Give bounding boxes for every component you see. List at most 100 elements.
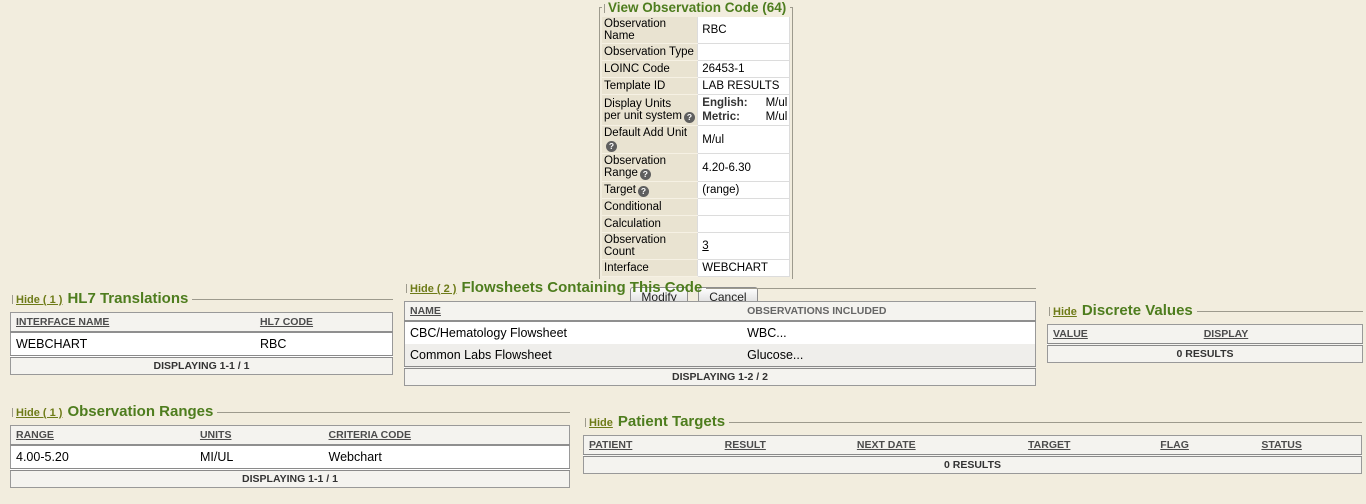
cell-interface-name: WEBCHART	[10, 332, 255, 357]
cell-hl7-code: RBC	[254, 332, 393, 357]
column-header-units[interactable]: UNITS	[194, 425, 324, 446]
flowsheets-fieldset: Hide ( 2 ) Flowsheets Containing This Cod…	[404, 280, 1036, 386]
field-label: Display Units per unit system?	[602, 94, 698, 126]
patient-targets-fieldset: Hide Patient Targets PATIENT RESULT NEXT …	[583, 414, 1362, 474]
field-label: Template ID	[602, 77, 698, 95]
hide-toggle-link[interactable]: Hide	[1053, 306, 1077, 318]
table-row: Default Add Unit? M/ul	[602, 125, 791, 154]
table-row: Observation Count 3	[602, 232, 791, 260]
field-label-text: Default Add Unit	[604, 127, 688, 139]
hide-toggle-link[interactable]: Hide ( 1 )	[16, 407, 63, 419]
column-header-status[interactable]: STATUS	[1256, 435, 1362, 457]
column-header-value[interactable]: VALUE	[1047, 324, 1199, 346]
results-summary: 0 RESULTS	[583, 454, 1362, 474]
flowsheets-table: NAME OBSERVATIONS INCLUDED CBC/Hematolog…	[404, 301, 1036, 386]
panel-title: HL7 Translations	[67, 290, 189, 307]
field-value	[697, 43, 791, 61]
column-header-criteria-code[interactable]: CRITERIA CODE	[323, 425, 570, 446]
table-row: Common Labs Flowsheet Glucose...	[404, 344, 1036, 368]
hl7-legend: Hide ( 1 ) HL7 Translations	[10, 291, 192, 308]
field-value	[697, 215, 791, 233]
table-row: 4.00-5.20 MI/UL Webchart	[10, 445, 570, 470]
hide-toggle-link[interactable]: Hide ( 1 )	[16, 294, 63, 306]
observation-ranges-legend: Hide ( 1 ) Observation Ranges	[10, 404, 217, 421]
observation-detail-table: Observation Name RBC Observation Type LO…	[602, 17, 791, 277]
field-value: 3	[697, 232, 791, 260]
unit-value: M/ul	[765, 97, 788, 109]
field-label-text: Observation Range	[604, 155, 667, 179]
table-row: LOINC Code 26453-1	[602, 60, 791, 78]
observation-detail-panel: View Observation Code (64) Observation N…	[599, 0, 794, 307]
field-label: Observation Count	[602, 232, 698, 260]
footer-row: DISPLAYING 1-2 / 2	[404, 366, 1036, 386]
table-row: Conditional	[602, 198, 791, 216]
cell-criteria-code: Webchart	[323, 445, 570, 470]
fieldset-corner-decoration	[12, 408, 13, 417]
field-label: Default Add Unit?	[602, 125, 698, 154]
hide-toggle-link[interactable]: Hide	[589, 417, 613, 429]
cell-units: MI/UL	[194, 445, 324, 470]
field-value: LAB RESULTS	[697, 77, 791, 95]
field-value: 4.20-6.30	[697, 153, 791, 182]
observation-detail-fieldset: View Observation Code (64) Observation N…	[599, 0, 794, 279]
panel-title: Patient Targets	[617, 413, 726, 430]
field-label: Conditional	[602, 198, 698, 216]
column-header-patient[interactable]: PATIENT	[583, 435, 720, 457]
fieldset-corner-decoration	[585, 418, 586, 427]
help-icon[interactable]: ?	[683, 111, 695, 123]
help-icon[interactable]: ?	[639, 169, 651, 180]
help-icon[interactable]: ?	[606, 141, 617, 152]
panel-flowsheets: Hide ( 2 ) Flowsheets Containing This Cod…	[404, 280, 1036, 386]
hide-toggle-link[interactable]: Hide ( 2 )	[410, 283, 457, 295]
fieldset-corner-decoration	[1049, 307, 1050, 316]
column-header-target[interactable]: TARGET	[1023, 435, 1156, 457]
field-label: Observation Name	[602, 17, 698, 44]
fieldset-corner-decoration	[406, 284, 407, 293]
table-row: Observation Range? 4.20-6.30	[602, 153, 791, 182]
column-header-next-date[interactable]: NEXT DATE	[851, 435, 1024, 457]
hl7-table: INTERFACE NAME HL7 CODE WEBCHART RBC DIS…	[10, 312, 393, 375]
field-label: Observation Range?	[602, 153, 698, 182]
column-header-interface-name[interactable]: INTERFACE NAME	[10, 312, 255, 333]
column-header-observations-included: OBSERVATIONS INCLUDED	[742, 301, 1036, 322]
cell-range: 4.00-5.20	[10, 445, 195, 470]
unit-system-label: Metric:	[702, 111, 740, 123]
header-row: VALUE DISPLAY	[1047, 324, 1363, 346]
field-value: English: M/ul Metric: M/ul	[697, 94, 791, 126]
field-label-line2: per unit system	[604, 109, 682, 122]
unit-line-english: English: M/ul	[702, 96, 787, 110]
observation-count-link[interactable]: 3	[702, 240, 709, 252]
cell-observations: WBC...	[742, 321, 1036, 344]
discrete-values-table: VALUE DISPLAY 0 RESULTS	[1047, 324, 1363, 363]
column-header-range[interactable]: RANGE	[10, 425, 195, 446]
field-label: Interface	[602, 259, 698, 277]
column-header-flag[interactable]: FLAG	[1155, 435, 1257, 457]
help-icon[interactable]: ?	[637, 185, 649, 197]
observation-detail-legend: View Observation Code (64)	[602, 0, 790, 15]
cell-flowsheet-name: Common Labs Flowsheet	[404, 344, 743, 368]
field-label: Calculation	[602, 215, 698, 233]
table-row: Observation Name RBC	[602, 17, 791, 44]
cell-observations: Glucose...	[742, 344, 1036, 368]
column-header-name[interactable]: NAME	[404, 301, 743, 322]
displaying-summary: DISPLAYING 1-1 / 1	[10, 468, 570, 488]
field-label: Target?	[602, 181, 698, 199]
header-row: PATIENT RESULT NEXT DATE TARGET FLAG STA…	[583, 435, 1362, 457]
footer-row: DISPLAYING 1-1 / 1	[10, 355, 393, 375]
observation-ranges-fieldset: Hide ( 1 ) Observation Ranges RANGE UNITS…	[10, 404, 570, 488]
field-value: WEBCHART	[697, 259, 791, 277]
panel-discrete-values: Hide Discrete Values VALUE DISPLAY 0 RESU…	[1047, 303, 1363, 363]
table-row: Target? (range)	[602, 181, 791, 199]
field-label: LOINC Code	[602, 60, 698, 78]
footer-row: DISPLAYING 1-1 / 1	[10, 468, 570, 488]
table-row: Interface WEBCHART	[602, 259, 791, 277]
table-row: Calculation	[602, 215, 791, 233]
table-row: Display Units per unit system? English: M…	[602, 94, 791, 126]
column-header-display[interactable]: DISPLAY	[1198, 324, 1363, 346]
column-header-hl7-code[interactable]: HL7 CODE	[254, 312, 393, 333]
patient-targets-legend: Hide Patient Targets	[583, 414, 729, 431]
column-header-result[interactable]: RESULT	[719, 435, 852, 457]
fieldset-corner-decoration	[12, 295, 13, 304]
unit-line-metric: Metric: M/ul	[702, 110, 787, 124]
unit-value: M/ul	[765, 111, 788, 123]
